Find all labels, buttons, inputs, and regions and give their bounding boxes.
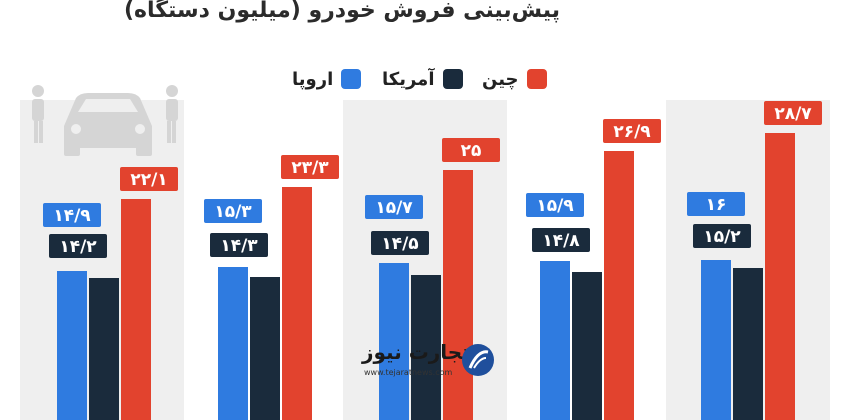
value-label-usa: ۱۴/۲ bbox=[49, 234, 107, 258]
bar-usa bbox=[572, 272, 602, 420]
value-labels: ۱۴/۹ ۱۵/۳ ۱۵/۷ ۱۵/۹ ۱۶ ۱۴/۲ ۱۴/۳ ۱۴/۵ ۱۴/۸ ۱۵/۲ ۲۲… bbox=[43, 101, 822, 258]
bar-europe bbox=[379, 263, 409, 420]
bar-china bbox=[765, 133, 795, 420]
value-label-china: ۲۲/۱ bbox=[120, 167, 178, 191]
legend-label-usa: آمریکا bbox=[382, 68, 435, 90]
value-label-europe: ۱۴/۹ bbox=[43, 203, 101, 227]
value-label-europe: ۱۵/۷ bbox=[365, 195, 423, 219]
value-label-text: ۱۵/۲ bbox=[703, 227, 741, 247]
legend-item-china: چین bbox=[482, 66, 547, 92]
chart-title: پیش‌بینی فروش خودرو (میلیون دستگاه) bbox=[123, 0, 560, 23]
bar-europe bbox=[57, 271, 87, 420]
bar-china bbox=[121, 199, 151, 420]
value-label-text: ۲۲/۱ bbox=[130, 170, 167, 190]
value-label-text: ۱۴/۲ bbox=[59, 237, 97, 257]
value-label-text: ۲۸/۷ bbox=[774, 104, 812, 124]
value-label-text: ۱۵/۹ bbox=[536, 196, 574, 216]
legend: اروپا آمریکا چین bbox=[0, 66, 850, 92]
legend-label-china: چین bbox=[482, 68, 519, 90]
value-label-text: ۱۴/۳ bbox=[220, 236, 258, 256]
logo-name: تجارت نیوز bbox=[362, 340, 470, 364]
value-label-china: ۲۵ bbox=[442, 138, 500, 162]
value-label-usa: ۱۴/۸ bbox=[532, 228, 590, 252]
legend-item-usa: آمریکا bbox=[382, 66, 463, 92]
bar-europe bbox=[701, 260, 731, 420]
value-label-europe: ۱۶ bbox=[687, 192, 745, 216]
bar-europe bbox=[218, 267, 248, 420]
legend-swatch-usa bbox=[442, 69, 463, 89]
car-salesmen-icon bbox=[32, 85, 178, 156]
bar-europe bbox=[540, 261, 570, 420]
value-label-text: ۱۶ bbox=[706, 195, 727, 215]
legend-swatch-europe bbox=[341, 69, 362, 89]
value-label-usa: ۱۴/۵ bbox=[371, 231, 429, 255]
legend-item-europe: اروپا bbox=[292, 66, 362, 92]
value-label-china: ۲۳/۳ bbox=[281, 155, 339, 179]
bar-china bbox=[604, 151, 634, 420]
value-label-box bbox=[764, 101, 822, 125]
bar-usa bbox=[733, 268, 763, 420]
value-label-box bbox=[532, 228, 590, 252]
tejaratnews-logo-icon bbox=[462, 344, 494, 376]
legend-label-europe: اروپا bbox=[292, 68, 334, 90]
tejaratnews-logo: تجارت نیوز www.tejaratnews.com bbox=[356, 338, 496, 384]
value-label-usa: ۱۵/۲ bbox=[693, 224, 751, 248]
bar-china bbox=[443, 170, 473, 420]
value-label-europe: ۱۵/۹ bbox=[526, 193, 584, 217]
bar-china bbox=[282, 187, 312, 420]
value-label-box bbox=[365, 195, 423, 219]
value-label-china: ۲۸/۷ bbox=[764, 101, 822, 125]
value-label-europe: ۱۵/۳ bbox=[204, 199, 262, 223]
value-label-box bbox=[526, 193, 584, 217]
value-label-box bbox=[693, 224, 751, 248]
logo-url: www.tejaratnews.com bbox=[364, 368, 453, 377]
value-label-box bbox=[43, 203, 101, 227]
value-label-box bbox=[371, 231, 429, 255]
value-label-text: ۱۵/۷ bbox=[375, 198, 413, 218]
legend-swatch-china bbox=[526, 69, 547, 89]
value-label-box bbox=[210, 233, 268, 257]
value-label-box bbox=[281, 155, 339, 179]
bar-usa bbox=[250, 277, 280, 420]
value-label-text: ۲۶/۹ bbox=[613, 122, 651, 142]
value-label-box bbox=[687, 192, 745, 216]
value-label-usa: ۱۴/۳ bbox=[210, 233, 268, 257]
value-label-box bbox=[603, 119, 661, 143]
value-label-text: ۱۴/۵ bbox=[381, 234, 418, 254]
value-label-box bbox=[49, 234, 107, 258]
value-label-text: ۲۳/۳ bbox=[291, 158, 329, 178]
value-label-text: ۱۴/۹ bbox=[53, 206, 91, 226]
bar-usa bbox=[411, 275, 441, 420]
value-label-box bbox=[204, 199, 262, 223]
value-label-text: ۱۵/۳ bbox=[214, 202, 252, 222]
value-label-box bbox=[442, 138, 500, 162]
bars bbox=[57, 133, 795, 420]
bar-usa bbox=[89, 278, 119, 420]
value-label-text: ۱۴/۸ bbox=[542, 231, 580, 251]
value-label-china: ۲۶/۹ bbox=[603, 119, 661, 143]
value-label-box bbox=[120, 167, 178, 191]
value-label-text: ۲۵ bbox=[461, 141, 482, 161]
